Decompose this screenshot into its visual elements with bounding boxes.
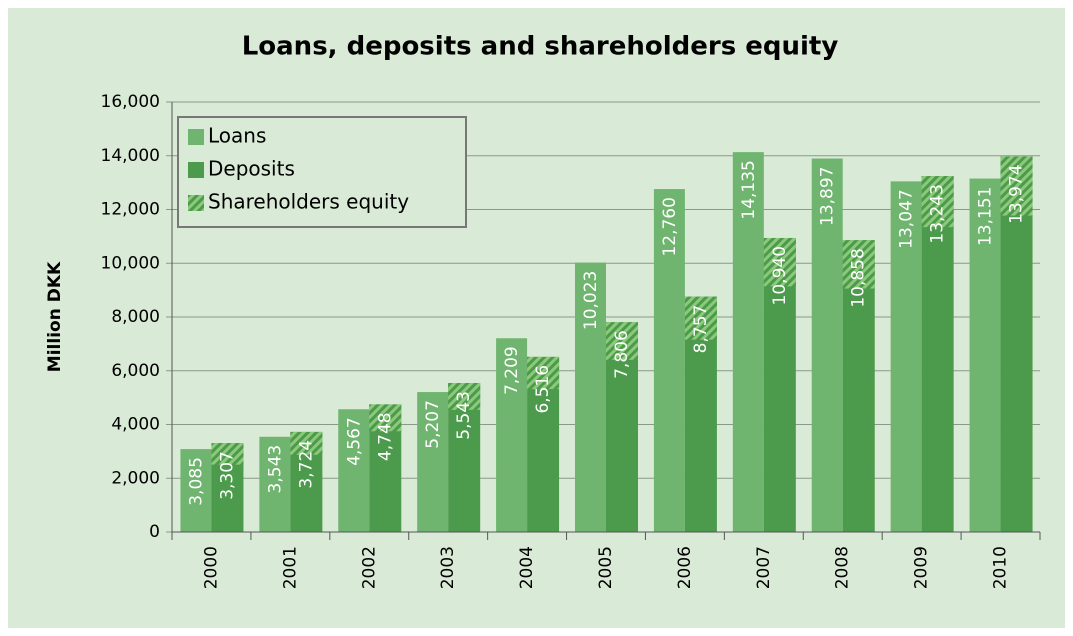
data-label: 3,543 <box>265 445 285 494</box>
data-label: 10,023 <box>581 271 601 330</box>
bar-segment <box>763 237 796 287</box>
data-label: 6,516 <box>533 365 553 414</box>
x-tick-label: 2005 <box>596 546 616 589</box>
x-tick-label: 2000 <box>201 546 221 589</box>
y-tick-label: 12,000 <box>101 200 160 220</box>
x-tick-label: 2001 <box>280 546 300 589</box>
x-tick-label: 2009 <box>912 546 932 589</box>
legend-swatch <box>188 129 204 145</box>
x-tick-label: 2006 <box>675 546 695 589</box>
bar <box>180 449 212 532</box>
bar-segment <box>1000 156 1033 216</box>
data-label: 4,748 <box>375 412 395 461</box>
data-label: 13,897 <box>818 167 838 226</box>
bar <box>417 392 449 532</box>
legend-label: Deposits <box>208 157 295 181</box>
x-tick-label: 2010 <box>991 546 1011 589</box>
data-label: 7,806 <box>612 330 632 379</box>
legend-swatch <box>188 162 204 178</box>
bar <box>969 178 1001 532</box>
data-label: 13,243 <box>928 184 948 243</box>
bar <box>1000 156 1033 533</box>
bar-segment <box>290 431 323 455</box>
bar-segment <box>211 443 244 465</box>
bar <box>732 152 764 532</box>
bar <box>653 189 685 532</box>
data-label: 13,974 <box>1007 164 1027 223</box>
bar <box>921 176 954 533</box>
bar-segment <box>921 176 954 228</box>
legend-label: Shareholders equity <box>208 190 409 214</box>
bar-segment <box>842 240 875 289</box>
x-tick-label: 2003 <box>438 546 458 589</box>
x-tick-label: 2007 <box>754 546 774 589</box>
data-label: 8,757 <box>691 305 711 354</box>
bar <box>496 338 528 532</box>
bar <box>338 409 370 532</box>
bar <box>259 436 291 532</box>
bar-segment <box>448 383 481 410</box>
bar <box>811 158 843 532</box>
data-label: 10,858 <box>849 248 869 307</box>
y-tick-label: 6,000 <box>111 361 160 381</box>
bar <box>575 262 606 532</box>
data-label: 10,940 <box>770 246 790 305</box>
bar-segment <box>684 296 717 340</box>
legend-label: Loans <box>208 124 266 148</box>
data-label: 7,209 <box>502 346 522 395</box>
x-tick-label: 2002 <box>359 546 379 589</box>
y-tick-label: 8,000 <box>111 307 160 327</box>
data-label: 4,567 <box>344 417 364 466</box>
data-label: 13,047 <box>897 189 917 248</box>
bar <box>763 237 796 533</box>
y-tick-label: 4,000 <box>111 415 160 435</box>
bar <box>842 240 875 532</box>
y-axis-label: Million DKK <box>45 261 65 372</box>
chart-title: Loans, deposits and shareholders equity <box>242 32 839 62</box>
x-tick-label: 2008 <box>833 546 853 589</box>
data-label: 13,151 <box>976 187 996 246</box>
bar-segment <box>369 404 402 432</box>
data-label: 12,760 <box>660 197 680 256</box>
y-tick-label: 16,000 <box>101 92 160 112</box>
data-label: 5,543 <box>454 391 474 440</box>
bar-segment <box>606 322 638 360</box>
y-tick-label: 0 <box>149 522 160 542</box>
bar-segment <box>527 356 560 390</box>
data-label: 5,207 <box>423 400 443 449</box>
data-label: 3,307 <box>217 451 237 500</box>
y-tick-label: 14,000 <box>101 146 160 166</box>
legend-box <box>177 116 467 228</box>
data-label: 3,724 <box>296 440 316 489</box>
bar <box>890 181 922 532</box>
data-label: 3,085 <box>186 457 206 506</box>
x-tick-label: 2004 <box>517 546 537 589</box>
legend-swatch <box>188 195 204 211</box>
data-label: 14,135 <box>739 160 759 219</box>
y-tick-label: 10,000 <box>101 253 160 273</box>
y-tick-label: 2,000 <box>111 468 160 488</box>
